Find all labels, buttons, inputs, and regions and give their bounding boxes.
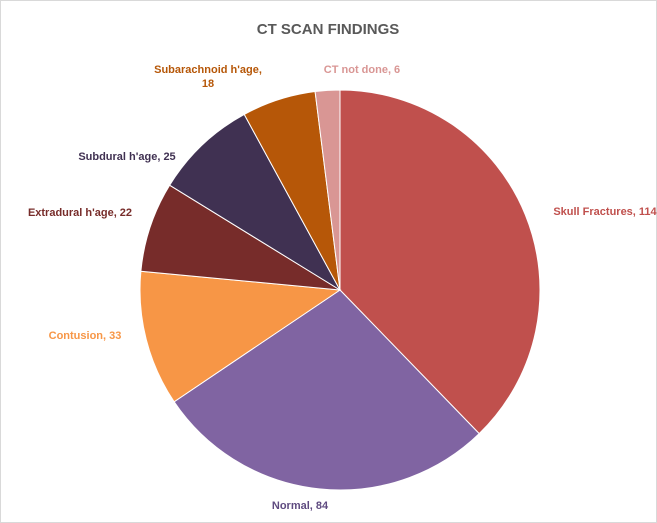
data-label: Subdural h'age, 25: [78, 151, 175, 163]
pie-slice: [168, 113, 342, 292]
data-label: CT not done, 6: [324, 64, 400, 76]
data-label: Contusion, 33: [49, 330, 122, 342]
pie-slice: [314, 89, 341, 291]
data-label: Extradural h'age, 22: [28, 207, 132, 219]
pie-slice: [339, 89, 541, 435]
data-label: Normal, 84: [272, 500, 329, 512]
pie-slice: [139, 270, 342, 403]
data-label-line: 18: [202, 78, 214, 90]
data-label: Skull Fractures, 114: [553, 206, 657, 218]
chart-title: CT SCAN FINDINGS: [257, 21, 400, 38]
data-label: Subarachnoid h'age, 18: [154, 64, 262, 90]
pie-slice: [173, 289, 480, 491]
data-label-line: Subarachnoid h'age,: [154, 64, 262, 76]
